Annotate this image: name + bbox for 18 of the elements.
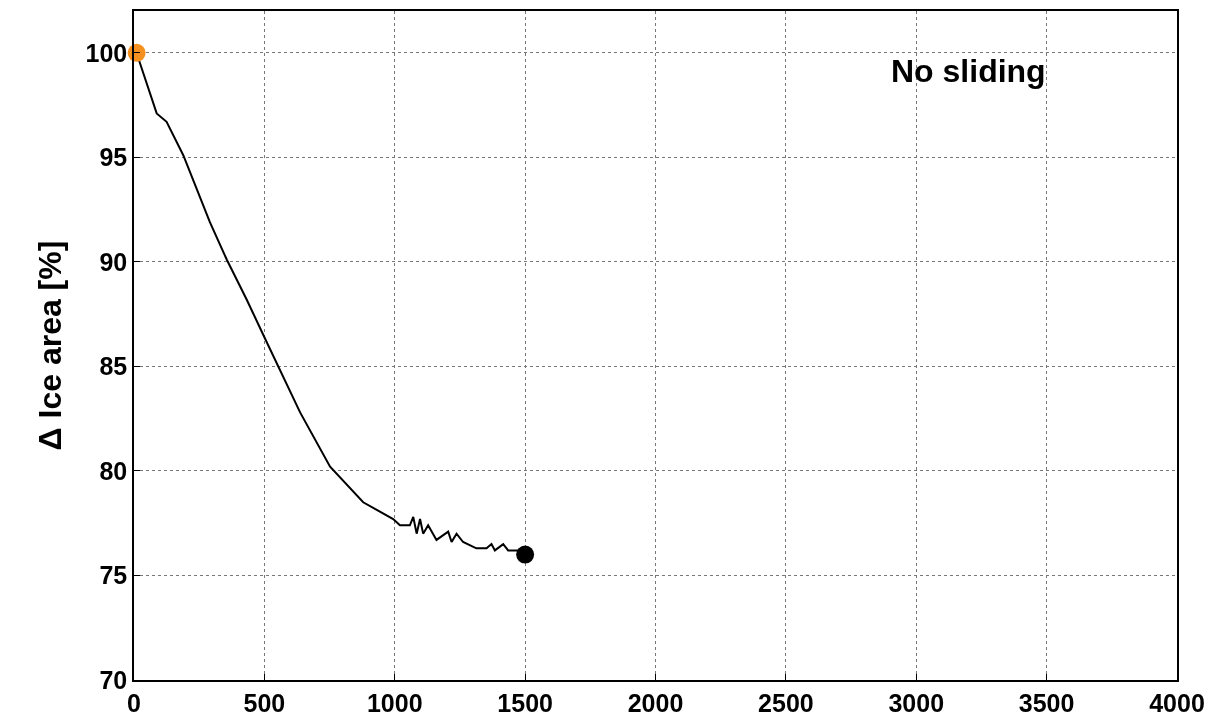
- y-tick-label: 70: [99, 665, 128, 694]
- y-tick-label: 100: [85, 38, 128, 67]
- x-tick-label: 2000: [627, 688, 684, 713]
- x-tick-label: 4000: [1149, 688, 1205, 713]
- x-tick-label: 3500: [1018, 688, 1075, 713]
- y-tick-label: 95: [99, 143, 128, 172]
- y-tick-label: 85: [99, 352, 128, 381]
- x-tick-label: 1500: [497, 688, 553, 713]
- y-tick-label: 75: [99, 561, 128, 590]
- x-tick-label: 500: [243, 688, 286, 713]
- annotation: No sliding: [891, 53, 1046, 89]
- y-axis-title: Δ Ice area [%]: [32, 240, 69, 451]
- x-tick-label: 0: [127, 688, 141, 713]
- y-tick-label: 80: [99, 456, 128, 485]
- y-tick-label: 90: [99, 247, 128, 276]
- x-tick-label: 2500: [758, 688, 814, 713]
- x-tick-label: 3000: [888, 688, 945, 713]
- x-tick-label: 1000: [366, 688, 423, 713]
